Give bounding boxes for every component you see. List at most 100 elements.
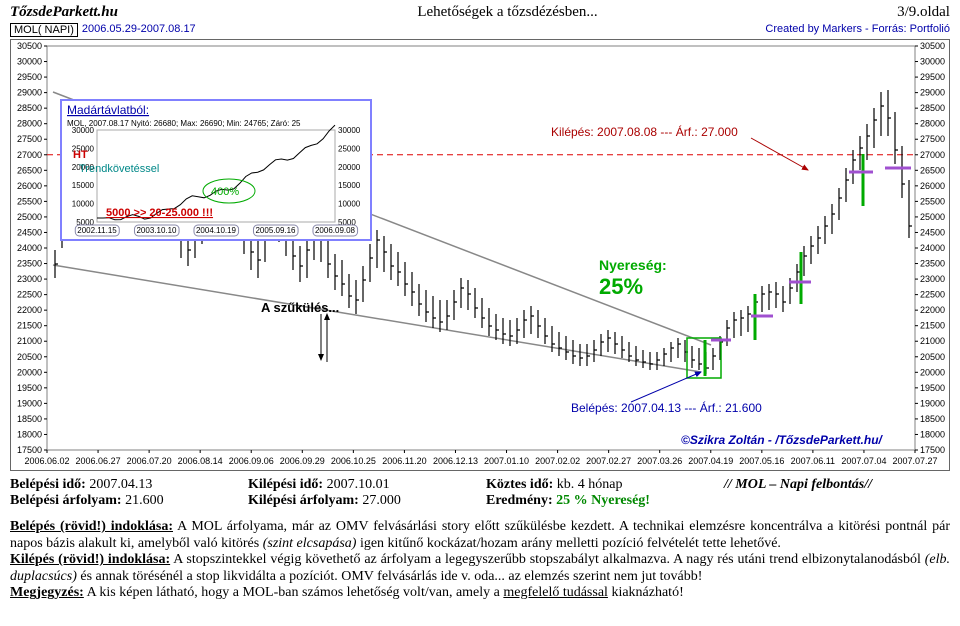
svg-text:20500: 20500 <box>920 352 945 362</box>
svg-text:26500: 26500 <box>920 165 945 175</box>
svg-text:24000: 24000 <box>17 243 42 253</box>
svg-text:18000: 18000 <box>920 429 945 439</box>
summary-cell: Kilépési árfolyam: 27.000 <box>248 493 486 509</box>
svg-text:29000: 29000 <box>920 88 945 98</box>
svg-text:25%: 25% <box>599 274 643 299</box>
svg-text:26000: 26000 <box>17 181 42 191</box>
svg-text:28500: 28500 <box>920 103 945 113</box>
svg-text:10000: 10000 <box>72 200 95 209</box>
svg-text:2007.07.04: 2007.07.04 <box>841 456 886 466</box>
svg-text:2007.07.27: 2007.07.27 <box>892 456 937 466</box>
svg-text:2006.09.06: 2006.09.06 <box>229 456 274 466</box>
svg-text:24500: 24500 <box>920 227 945 237</box>
svg-text:25500: 25500 <box>17 196 42 206</box>
svg-text:22500: 22500 <box>920 290 945 300</box>
summary-cell: Belépési idő: 2007.04.13 <box>10 477 248 493</box>
svg-text:30000: 30000 <box>338 126 361 135</box>
svg-text:30000: 30000 <box>17 57 42 67</box>
svg-text:Belépés: 2007.04.13 --- Árf.:: Belépés: 2007.04.13 --- Árf.: 21.600 <box>571 400 762 415</box>
svg-text:22000: 22000 <box>920 305 945 315</box>
svg-text:23000: 23000 <box>920 274 945 284</box>
svg-text:2007.02.27: 2007.02.27 <box>586 456 631 466</box>
svg-text:27000: 27000 <box>920 150 945 160</box>
svg-text:20500: 20500 <box>17 352 42 362</box>
svg-text:19000: 19000 <box>920 398 945 408</box>
ticker-box: MOL( NAPI) <box>10 23 78 37</box>
svg-text:23000: 23000 <box>17 274 42 284</box>
summary-cell: Belépési árfolyam: 21.600 <box>10 493 248 509</box>
date-range: 2006.05.29-2007.08.17 <box>82 23 196 35</box>
svg-text:2007.05.16: 2007.05.16 <box>739 456 784 466</box>
svg-text:17500: 17500 <box>920 445 945 455</box>
svg-text:28000: 28000 <box>920 119 945 129</box>
svg-text:15000: 15000 <box>72 181 95 190</box>
svg-text:2007.04.19: 2007.04.19 <box>688 456 733 466</box>
svg-text:2006.12.13: 2006.12.13 <box>433 456 478 466</box>
svg-text:25500: 25500 <box>920 196 945 206</box>
svg-text:30500: 30500 <box>17 41 42 51</box>
svg-text:2003.10.10: 2003.10.10 <box>136 226 177 235</box>
svg-text:29500: 29500 <box>920 72 945 82</box>
svg-text:30500: 30500 <box>920 41 945 51</box>
summary-cell: // MOL – Napi felbontás// <box>724 477 960 493</box>
svg-text:2004.10.19: 2004.10.19 <box>196 226 237 235</box>
svg-text:23500: 23500 <box>920 259 945 269</box>
svg-text:2006.09.08: 2006.09.08 <box>315 226 356 235</box>
svg-text:25000: 25000 <box>17 212 42 222</box>
svg-text:28000: 28000 <box>17 119 42 129</box>
svg-text:27500: 27500 <box>920 134 945 144</box>
svg-text:21500: 21500 <box>920 321 945 331</box>
svg-text:27000: 27000 <box>17 150 42 160</box>
svg-text:Trendkövetéssel: Trendkövetéssel <box>79 163 159 175</box>
svg-text:20000: 20000 <box>920 367 945 377</box>
svg-text:20000: 20000 <box>338 163 361 172</box>
svg-text:MOL, 2007.08.17 Nyitó: 26680;: MOL, 2007.08.17 Nyitó: 26680; Max: 26690… <box>67 119 301 128</box>
svg-text:29000: 29000 <box>17 88 42 98</box>
svg-text:21000: 21000 <box>17 336 42 346</box>
doc-title: Lehetőségek a tőzsdézésben... <box>417 4 597 21</box>
svg-text:19000: 19000 <box>17 398 42 408</box>
svg-text:30000: 30000 <box>72 126 95 135</box>
svg-text:27500: 27500 <box>17 134 42 144</box>
svg-text:22500: 22500 <box>17 290 42 300</box>
svg-text:20000: 20000 <box>17 367 42 377</box>
svg-text:2002.11.15: 2002.11.15 <box>77 226 117 235</box>
svg-text:A szűkülés...: A szűkülés... <box>261 300 339 315</box>
svg-text:22000: 22000 <box>17 305 42 315</box>
svg-text:18500: 18500 <box>17 414 42 424</box>
svg-text:2007.03.26: 2007.03.26 <box>637 456 682 466</box>
svg-text:2006.06.27: 2006.06.27 <box>76 456 121 466</box>
svg-text:Nyereség:: Nyereség: <box>599 257 667 273</box>
svg-text:29500: 29500 <box>17 72 42 82</box>
svg-text:18000: 18000 <box>17 429 42 439</box>
svg-text:2006.06.02: 2006.06.02 <box>24 456 69 466</box>
site-name: TőzsdeParkett.hu <box>10 4 118 21</box>
main-chart: 17500 17500 18000 18000 18500 18500 19000 19000… <box>10 39 950 471</box>
svg-text:2006.09.29: 2006.09.29 <box>280 456 325 466</box>
svg-text:21000: 21000 <box>920 336 945 346</box>
svg-text:2007.02.02: 2007.02.02 <box>535 456 580 466</box>
summary-cell: Köztes idő: kb. 4 hónap <box>486 477 724 493</box>
svg-text:HT: HT <box>73 149 88 161</box>
chart-credit: Created by Markers - Forrás: Portfolió <box>765 23 950 35</box>
svg-text:25000: 25000 <box>338 144 361 153</box>
svg-text:Kilépés: 2007.08.08 --- Árf.:: Kilépés: 2007.08.08 --- Árf.: 27.000 <box>551 124 738 139</box>
svg-text:28500: 28500 <box>17 103 42 113</box>
svg-text:30000: 30000 <box>920 57 945 67</box>
svg-text:18500: 18500 <box>920 414 945 424</box>
svg-text:24500: 24500 <box>17 227 42 237</box>
svg-text:26500: 26500 <box>17 165 42 175</box>
svg-text:24000: 24000 <box>920 243 945 253</box>
svg-text:2007.01.10: 2007.01.10 <box>484 456 529 466</box>
summary-cell: Eredmény: 25 % Nyereség! <box>486 493 724 509</box>
svg-text:5000 >> 20-25.000 !!!: 5000 >> 20-25.000 !!! <box>106 207 213 219</box>
svg-text:400%: 400% <box>211 186 239 198</box>
svg-text:17500: 17500 <box>17 445 42 455</box>
svg-text:2006.10.25: 2006.10.25 <box>331 456 376 466</box>
svg-text:19500: 19500 <box>17 383 42 393</box>
svg-text:Madártávlatból:: Madártávlatból: <box>67 103 149 117</box>
summary-cell: Kilépési idő: 2007.10.01 <box>248 477 486 493</box>
svg-text:23500: 23500 <box>17 259 42 269</box>
svg-text:26000: 26000 <box>920 181 945 191</box>
svg-text:25000: 25000 <box>920 212 945 222</box>
